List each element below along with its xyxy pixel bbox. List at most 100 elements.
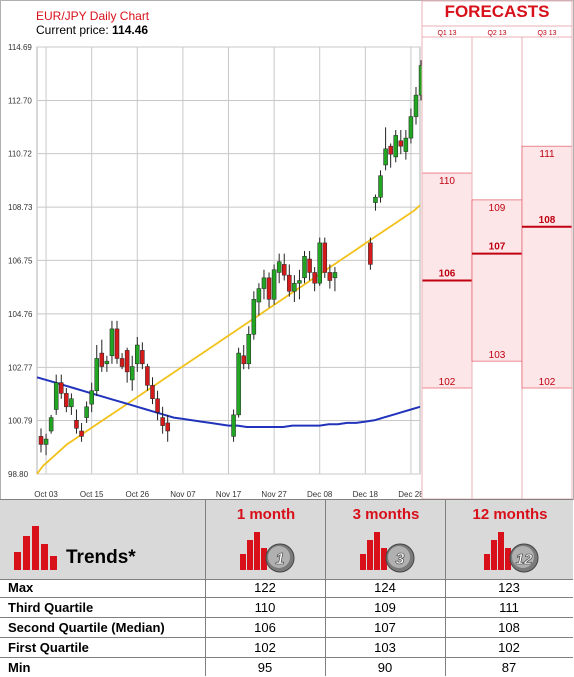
forecast-median-label: 108 (539, 215, 556, 226)
candle-body (398, 140, 404, 147)
forecast-median-label: 106 (439, 269, 456, 280)
forecast-upper-label: 109 (489, 203, 506, 214)
value-3-months: 124 (374, 580, 396, 595)
x-tick-label: Dec 08 (307, 490, 333, 499)
value-1-month: 110 (254, 600, 276, 615)
candle-body (251, 299, 257, 335)
candle-body (38, 436, 44, 445)
bar-chart-badge-icon: 1 (240, 532, 295, 573)
y-tick-label: 114.69 (8, 43, 32, 52)
candle-body (140, 350, 145, 365)
row-label: Max (8, 580, 34, 595)
candle-body (256, 288, 262, 303)
candle-body (332, 272, 338, 279)
table-divider (205, 578, 206, 676)
bar-chart-badge-icon: 3 (360, 532, 415, 573)
candle-body (388, 145, 393, 155)
candle-body (69, 398, 74, 408)
candle-body (271, 269, 277, 300)
candle-body (89, 390, 94, 405)
value-12-months: 111 (499, 600, 519, 615)
forecast-quarter-label: Q1 13 (437, 30, 456, 37)
y-tick-label: 106.75 (8, 256, 33, 265)
candle-body (241, 355, 246, 365)
candle-body (84, 406, 89, 418)
x-tick-label: Oct 15 (80, 490, 104, 499)
value-1-month: 95 (257, 660, 273, 675)
candle-body (43, 438, 49, 445)
y-tick-label: 98.80 (8, 470, 29, 479)
trends-title-cell: Trends* (0, 500, 205, 579)
trends-table: Trends* 1 month 1 3 months 3 12 mo (0, 499, 573, 676)
col-header-label: 1 month (236, 506, 296, 523)
x-tick-label: Oct 03 (34, 490, 58, 499)
y-tick-label: 104.76 (8, 310, 33, 319)
trends-header: Trends* 1 month 1 3 months 3 12 mo (0, 499, 573, 580)
col-header-label: 3 months (352, 506, 420, 523)
forecast-range (471, 199, 523, 362)
candle-body (236, 352, 241, 416)
value-12-months: 108 (498, 620, 520, 635)
chart-title-box: EUR/JPY Daily Chart Current price: 114.4… (36, 9, 149, 37)
forecast-quarter-label: Q2 13 (487, 30, 506, 37)
current-price-label: Current price: (36, 23, 109, 37)
candle-body (135, 344, 140, 365)
forecasts-title: FORECASTS (444, 2, 550, 21)
forecast-range (521, 145, 573, 389)
candle-body (155, 398, 160, 413)
badge-label: 12 (516, 551, 533, 568)
forecast-upper-label: 111 (539, 149, 555, 160)
value-12-months: 87 (501, 660, 517, 675)
candle-body (145, 366, 150, 386)
price-chart: 114.69 112.70 110.72 108.73 106.75 104.76 102.… (0, 0, 574, 500)
bar-chart-badge-icon: 12 (484, 532, 539, 573)
x-tick-label: Nov 17 (216, 490, 242, 499)
ma-long-line (36, 376, 421, 428)
trends-title: Trends* (66, 547, 136, 568)
candle-body (104, 360, 110, 365)
y-tick-label: 108.73 (8, 203, 33, 212)
candle-body (124, 350, 130, 373)
value-3-months: 103 (374, 640, 396, 655)
table-divider (445, 578, 446, 676)
value-3-months: 90 (377, 660, 393, 675)
row-label: First Quartile (8, 640, 89, 655)
trend-row-max: Max 122 124 123 (0, 578, 573, 598)
candle-body (109, 328, 115, 357)
badge-label: 3 (396, 551, 405, 568)
candle-body (246, 334, 252, 365)
candle-body (297, 280, 302, 284)
x-tick-label: Nov 27 (261, 490, 287, 499)
candle-body (317, 242, 322, 284)
x-tick-label: Oct 26 (125, 490, 149, 499)
y-tick-label: 102.77 (8, 363, 33, 372)
trend-row-third-quartile: Third Quartile 110 109 111 (0, 598, 573, 618)
candle-body (129, 366, 135, 381)
row-label: Second Quartile (Median) (8, 620, 165, 635)
forecast-quarter-label: Q3 13 (537, 30, 556, 37)
y-tick-label: 112.70 (8, 96, 32, 105)
candle-body (119, 358, 125, 367)
candle-body (48, 417, 54, 432)
col-header-1-month: 1 month 1 (205, 500, 326, 579)
y-tick-label: 100.79 (8, 417, 33, 426)
value-12-months: 123 (498, 580, 520, 595)
ma-short-line (36, 204, 421, 475)
value-1-month: 122 (254, 580, 276, 595)
candle-body (281, 264, 287, 276)
candle-body (312, 272, 317, 284)
candle-body (99, 352, 105, 367)
forecast-upper-label: 110 (439, 176, 455, 187)
candle-body (276, 261, 282, 273)
candle-body (413, 94, 419, 117)
candle-body (302, 256, 307, 279)
badge-label: 1 (276, 551, 285, 568)
candle-body (266, 277, 272, 300)
candle-body (322, 242, 328, 273)
candle-body (74, 420, 79, 429)
forecast-lower-label: 103 (489, 350, 506, 361)
bar-chart-icon (14, 526, 57, 570)
x-tick-label: Dec 28 (398, 490, 424, 499)
row-label: Min (8, 660, 31, 675)
